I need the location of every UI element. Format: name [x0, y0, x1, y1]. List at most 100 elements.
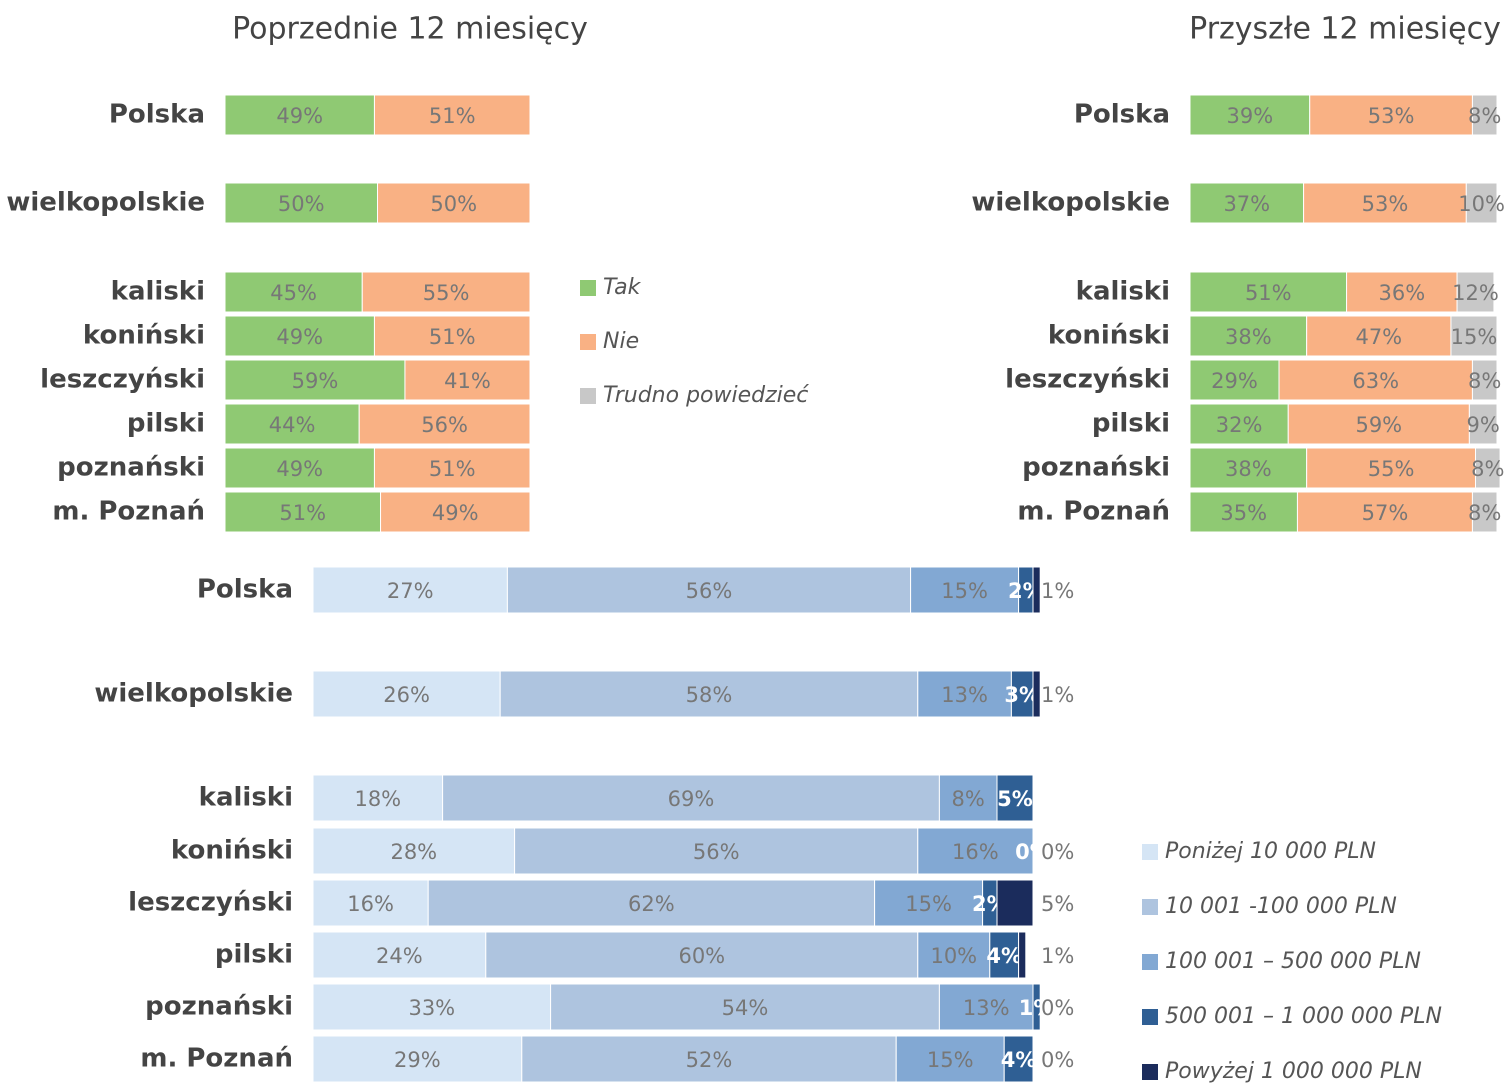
- category-label: koniński: [171, 836, 293, 866]
- bar-segment: [485, 931, 919, 979]
- value-label: 38%: [1225, 457, 1272, 481]
- value-label: 39%: [1227, 104, 1274, 128]
- value-label: 26%: [383, 683, 430, 707]
- value-label: 60%: [678, 944, 725, 968]
- category-label: m. Poznań: [52, 497, 205, 527]
- value-label: 8%: [1468, 501, 1501, 525]
- value-label: 36%: [1378, 281, 1425, 305]
- category-label: Polska: [109, 100, 205, 130]
- legend-label: Poniżej 10 000 PLN: [1165, 839, 1376, 864]
- value-label: 4%: [986, 944, 1022, 968]
- value-label: 53%: [1362, 192, 1409, 216]
- bar-segment: [373, 315, 531, 357]
- value-label: 1%: [1041, 683, 1074, 707]
- value-label: 18%: [354, 787, 401, 811]
- bar-segment: [442, 774, 940, 822]
- value-label: 10%: [1458, 192, 1505, 216]
- bar-segment: [1296, 491, 1473, 533]
- value-label: 1%: [1041, 579, 1074, 603]
- value-label: 52%: [686, 1048, 733, 1072]
- bar-segment: [312, 827, 516, 875]
- value-label: 69%: [668, 787, 715, 811]
- bar-segment: [996, 774, 1034, 822]
- value-label: 29%: [394, 1048, 441, 1072]
- value-label: 29%: [1211, 369, 1258, 393]
- value-label: 16%: [952, 840, 999, 864]
- bar-segment: [1189, 359, 1280, 401]
- bar-segment: [1475, 447, 1501, 489]
- value-label: 51%: [429, 457, 476, 481]
- legend-label: Trudno powiedzieć: [603, 383, 809, 408]
- legend-label: 10 001 -100 000 PLN: [1165, 894, 1397, 919]
- legend-label: Tak: [603, 275, 642, 300]
- value-label: 56%: [421, 413, 468, 437]
- value-label: 49%: [432, 501, 479, 525]
- bar-segment: [910, 566, 1020, 614]
- legend-label: Powyżej 1 000 000 PLN: [1165, 1059, 1422, 1084]
- bar-segment: [312, 879, 429, 927]
- value-label: 56%: [693, 840, 740, 864]
- legend-swatch: [1142, 899, 1158, 915]
- bar-segment: [1471, 491, 1498, 533]
- category-label: pilski: [127, 409, 205, 439]
- bar-segment: [917, 670, 1012, 718]
- legend-swatch: [580, 280, 596, 296]
- value-label: 0%: [1041, 840, 1074, 864]
- bar-segment: [358, 403, 531, 445]
- bar-segment: [1189, 271, 1348, 313]
- bar-segment: [1309, 94, 1473, 136]
- bar-segment: [1450, 315, 1498, 357]
- bar-segment: [1306, 447, 1477, 489]
- bar-segment: [1003, 1035, 1034, 1083]
- category-label: pilski: [1092, 409, 1170, 439]
- bar-segment: [895, 1035, 1005, 1083]
- value-label: 4%: [1001, 1048, 1037, 1072]
- value-label: 16%: [347, 892, 394, 916]
- value-label: 15%: [941, 579, 988, 603]
- bar-segment: [380, 491, 531, 533]
- value-label: 41%: [444, 369, 491, 393]
- bar-segment: [521, 1035, 897, 1083]
- bar-segment: [989, 931, 1020, 979]
- value-label: 0%: [1015, 840, 1051, 864]
- bar-segment: [224, 447, 375, 489]
- bar-segment: [1189, 182, 1305, 224]
- value-label: 5%: [997, 787, 1033, 811]
- bar-segment: [514, 827, 919, 875]
- value-label: 50%: [430, 192, 477, 216]
- value-label: 59%: [1355, 413, 1402, 437]
- value-label: 51%: [429, 104, 476, 128]
- value-label: 62%: [628, 892, 675, 916]
- bar-segment: [1032, 670, 1041, 718]
- bar-segment: [506, 566, 912, 614]
- bar-segment: [1303, 182, 1467, 224]
- value-label: 27%: [387, 579, 434, 603]
- category-label: pilski: [215, 940, 293, 970]
- bar-segment: [1189, 447, 1308, 489]
- value-label: 28%: [390, 840, 437, 864]
- value-label: 51%: [1245, 281, 1292, 305]
- bar-segment: [373, 447, 531, 489]
- bar-segment: [938, 983, 1034, 1031]
- category-label: koniński: [1048, 321, 1170, 351]
- value-label: 49%: [276, 457, 323, 481]
- bar-segment: [1471, 359, 1498, 401]
- value-label: 49%: [276, 325, 323, 349]
- value-label: 15%: [905, 892, 952, 916]
- legend-label: Nie: [603, 329, 639, 354]
- chart-title: Przyszłe 12 miesięcy: [1189, 12, 1501, 47]
- category-label: m. Poznań: [1017, 497, 1170, 527]
- category-label: leszczyński: [1005, 365, 1170, 395]
- category-label: kaliski: [1076, 277, 1170, 307]
- value-label: 8%: [1468, 369, 1501, 393]
- value-label: 33%: [408, 996, 455, 1020]
- category-label: Polska: [1074, 100, 1170, 130]
- category-label: poznański: [145, 992, 293, 1022]
- bar-segment: [312, 566, 508, 614]
- chart-title: Poprzednie 12 miesięcy: [232, 12, 588, 47]
- bar-segment: [874, 879, 984, 927]
- value-label: 45%: [270, 281, 317, 305]
- bar-segment: [224, 315, 375, 357]
- legend-swatch: [1142, 1009, 1158, 1025]
- category-label: leszczyński: [128, 888, 293, 918]
